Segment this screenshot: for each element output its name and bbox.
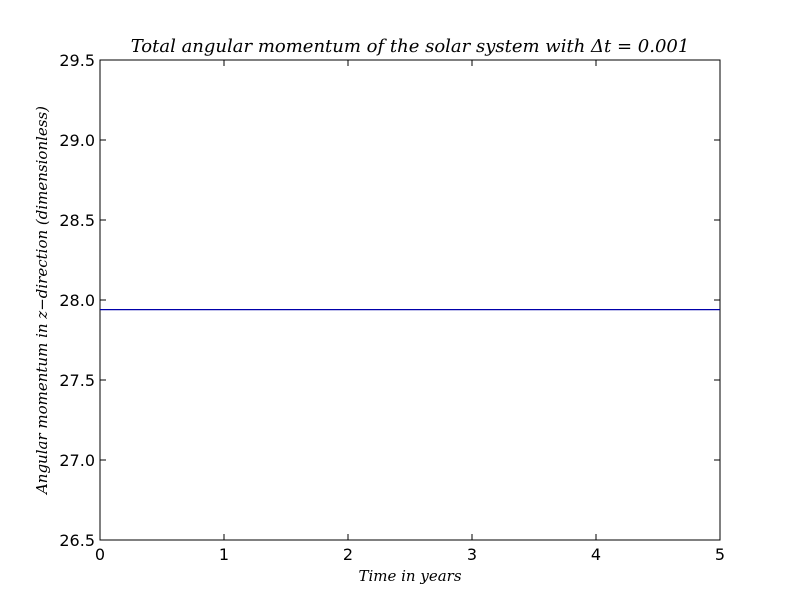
y-tick-label: 27.0 <box>59 451 95 470</box>
x-axis-label: Time in years <box>358 567 461 585</box>
plot-frame <box>99 59 721 541</box>
y-axis-label: Angular momentum in z−direction (dimensi… <box>33 106 51 496</box>
x-tick-label: 0 <box>95 545 105 564</box>
chart-title: Total angular momentum of the solar syst… <box>131 36 690 57</box>
y-tick-label: 29.0 <box>59 131 95 150</box>
y-tick-label: 28.5 <box>59 211 95 230</box>
x-tick-label: 1 <box>219 545 229 564</box>
plot-area: 0 1 2 3 4 5 26.5 27.0 27.5 28.0 28.5 29.0 29.5 <box>59 51 725 564</box>
x-tick-label: 2 <box>343 545 353 564</box>
y-tick-label: 26.5 <box>59 531 95 550</box>
x-tick-label: 3 <box>467 545 477 564</box>
y-tick-label: 27.5 <box>59 371 95 390</box>
x-tick-label: 5 <box>715 545 725 564</box>
x-tick-label: 4 <box>591 545 601 564</box>
y-tick-label: 29.5 <box>59 51 95 70</box>
y-tick-label: 28.0 <box>59 291 95 310</box>
